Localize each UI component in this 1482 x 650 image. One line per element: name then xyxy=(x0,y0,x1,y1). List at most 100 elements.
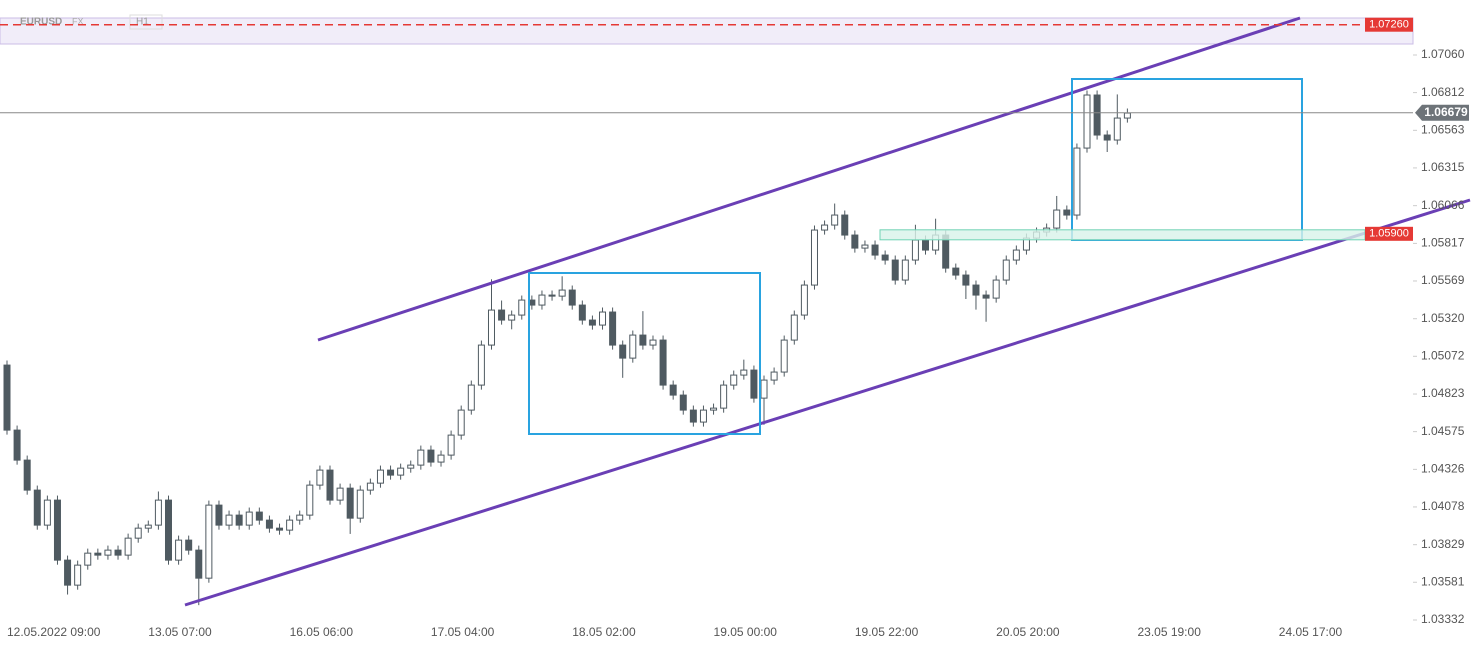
candle-body xyxy=(558,289,566,297)
x-tick-label: 13.05 07:00 xyxy=(148,625,212,639)
candle-body xyxy=(306,484,314,516)
candle-body xyxy=(376,469,384,484)
candle-body xyxy=(740,369,748,376)
candle-body xyxy=(629,334,637,359)
candle-body xyxy=(861,244,869,249)
candle-body xyxy=(417,449,425,466)
candle-body xyxy=(286,519,294,531)
symbol[interactable]: EURUSD xyxy=(20,17,62,28)
candle-body xyxy=(760,379,768,399)
y-tick-label: 1.06563 xyxy=(1421,123,1465,137)
candle-body xyxy=(619,344,627,359)
candle-body xyxy=(477,344,485,386)
candle-body xyxy=(1123,112,1131,119)
candle-body xyxy=(518,299,526,316)
candle-body xyxy=(134,527,142,539)
candle-body xyxy=(346,487,354,519)
candle-body xyxy=(154,499,162,526)
candle-body xyxy=(972,284,980,296)
x-tick-label: 16.05 06:00 xyxy=(290,625,354,639)
candle-body xyxy=(810,229,818,286)
candle-body xyxy=(487,309,495,346)
candle-body xyxy=(1083,94,1091,149)
candle-body xyxy=(316,469,324,486)
candle-body xyxy=(407,464,415,469)
candle-body xyxy=(84,552,92,566)
timeframe[interactable]: H1 xyxy=(136,17,149,28)
candle-body xyxy=(780,339,788,373)
candle-body xyxy=(609,311,617,346)
candle-body xyxy=(13,429,21,461)
candle-body xyxy=(851,234,859,249)
candle-body xyxy=(911,239,919,261)
candle-body xyxy=(710,407,718,411)
candle-body xyxy=(225,514,233,526)
level-label: 1.07260 xyxy=(1369,19,1409,31)
y-tick-label: 1.05320 xyxy=(1421,311,1465,325)
candle-body xyxy=(43,499,51,526)
y-tick-label: 1.03581 xyxy=(1421,574,1465,588)
candles xyxy=(3,90,1131,606)
candle-body xyxy=(144,524,152,529)
candle-body xyxy=(356,489,364,519)
candle-body xyxy=(498,309,506,321)
x-tick-label: 24.05 17:00 xyxy=(1279,625,1343,639)
y-tick-label: 1.03332 xyxy=(1421,612,1465,626)
candle-body xyxy=(457,409,465,436)
candle-body xyxy=(205,504,213,579)
candle-body xyxy=(53,499,61,561)
candle-body xyxy=(104,549,112,556)
candle-body xyxy=(276,527,284,531)
candle-body xyxy=(992,279,1000,299)
y-tick-label: 1.04078 xyxy=(1421,499,1465,513)
y-tick-label: 1.04575 xyxy=(1421,424,1465,438)
candle-body xyxy=(437,454,445,463)
y-tick-label: 1.04326 xyxy=(1421,462,1465,476)
toolbar: EURUSD FX H1 xyxy=(20,14,163,30)
candle-body xyxy=(659,339,667,386)
x-tick-label: 23.05 19:00 xyxy=(1137,625,1201,639)
candle-body xyxy=(245,511,253,526)
x-tick-label: 17.05 04:00 xyxy=(431,625,495,639)
candle-body xyxy=(679,394,687,411)
y-tick-label: 1.04823 xyxy=(1421,386,1465,400)
candle-body xyxy=(1002,259,1010,281)
candle-body xyxy=(33,489,41,526)
price-label-bg xyxy=(1415,104,1469,121)
candle-body xyxy=(578,304,586,321)
y-tick-label: 1.06812 xyxy=(1421,85,1465,99)
candle-body xyxy=(23,459,31,491)
candle-body xyxy=(800,284,808,316)
candle-body xyxy=(114,549,122,556)
candle-body xyxy=(669,384,677,396)
candle-body xyxy=(447,434,455,456)
level-label-bg xyxy=(1365,17,1413,32)
price-label: 1.06679 xyxy=(1424,105,1468,119)
candle-body xyxy=(185,539,193,551)
candle-body xyxy=(124,537,132,556)
level-label: 1.05900 xyxy=(1369,228,1409,240)
candle-body xyxy=(175,539,183,561)
candle-body xyxy=(1093,94,1101,136)
candle-body xyxy=(215,504,223,526)
candle-body xyxy=(952,267,960,276)
y-tick-label: 1.05569 xyxy=(1421,273,1465,287)
candle-body xyxy=(821,224,829,231)
candle-body xyxy=(336,487,344,501)
candle-body xyxy=(1073,147,1081,216)
candle-body xyxy=(588,319,596,326)
candle-body xyxy=(94,552,102,556)
candle-body xyxy=(831,214,839,226)
candle-body xyxy=(1053,209,1061,229)
candle-body xyxy=(296,514,304,521)
timeframe-box[interactable] xyxy=(129,14,163,30)
y-tick-label: 1.07060 xyxy=(1421,47,1465,61)
candle-body xyxy=(568,289,576,306)
candle-body xyxy=(891,259,899,281)
y-tick-label: 1.03829 xyxy=(1421,537,1465,551)
candle-body xyxy=(195,549,203,579)
level-label-bg xyxy=(1365,226,1413,241)
market: FX xyxy=(72,16,84,26)
candle-body xyxy=(649,339,657,346)
